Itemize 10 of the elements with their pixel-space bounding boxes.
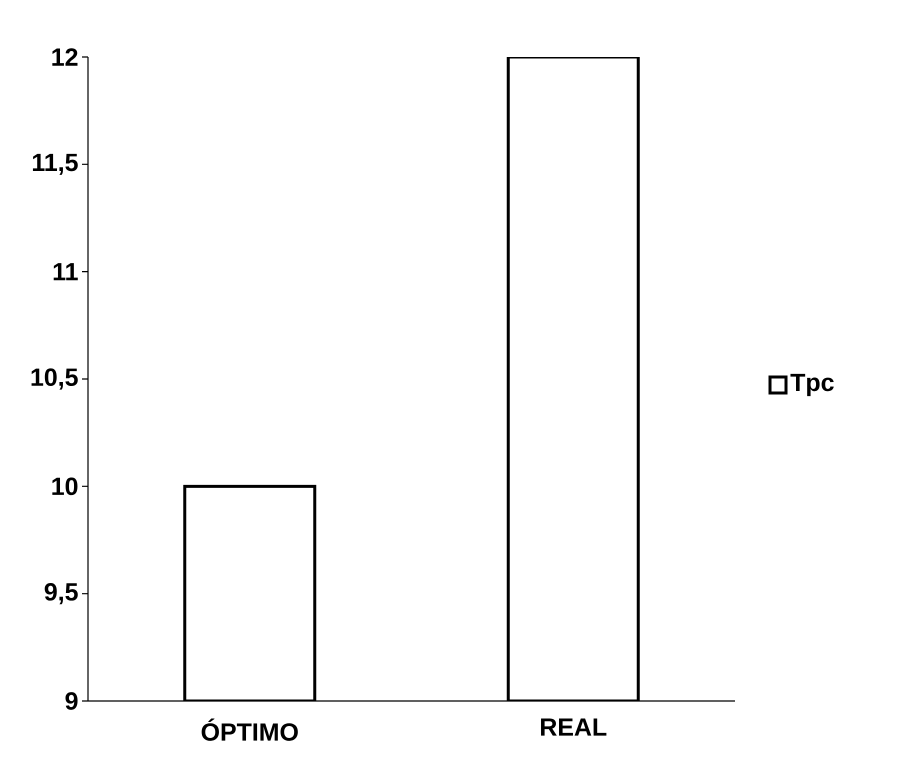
y-tick-label: 9: [65, 692, 78, 710]
x-tick-label: ÓPTIMO: [202, 718, 298, 741]
y-tick-label: 11: [54, 263, 78, 280]
y-tick-label: 11,5: [32, 154, 78, 175]
y-tick-label: 10,5: [32, 368, 78, 390]
y-tick-label: 9,5: [44, 583, 78, 604]
y-tick-label: 10: [52, 478, 78, 496]
text: Tpc: [790, 374, 834, 396]
y-tick-label: 12: [52, 48, 78, 66]
x-tick-label: REAL: [541, 718, 606, 736]
